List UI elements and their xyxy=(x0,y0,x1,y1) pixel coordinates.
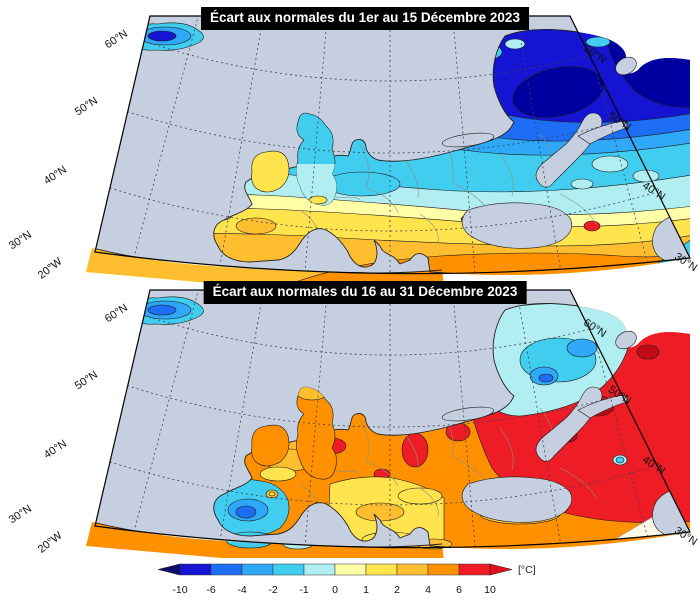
colorbar-right-arrow xyxy=(489,563,513,576)
colorbar-segment xyxy=(458,563,491,576)
svg-text:1: 1 xyxy=(363,584,369,596)
colorbar-segment xyxy=(210,563,243,576)
svg-text:2: 2 xyxy=(394,584,400,596)
svg-text:20°W: 20°W xyxy=(36,529,65,555)
black-sea xyxy=(461,476,573,523)
baltic-sea xyxy=(535,112,603,188)
map-border xyxy=(94,289,691,549)
svg-text:60°N: 60°N xyxy=(103,302,130,325)
colorbar-segment xyxy=(272,563,305,576)
svg-text:20°W: 20°W xyxy=(36,255,65,281)
svg-text:-1: -1 xyxy=(299,584,308,596)
svg-text:40°N: 40°N xyxy=(42,164,69,187)
baltic-sea xyxy=(535,386,603,462)
svg-text:6: 6 xyxy=(456,584,462,596)
ireland xyxy=(251,150,290,193)
colorbar-ticks: -10 -6 -4 -2 -1 0 1 2 4 6 10 xyxy=(172,584,496,596)
map-first-half-december: 60°N 50°N 40°N 30°N 60°N 50°N 40°N 30°N … xyxy=(7,15,699,285)
great-britain xyxy=(296,386,337,480)
svg-text:0: 0 xyxy=(332,584,338,596)
colorbar-unit-label: [°C] xyxy=(518,564,536,576)
colorbar-segment xyxy=(334,563,367,576)
svg-text:-4: -4 xyxy=(237,584,246,596)
colorbar: -10 -6 -4 -2 -1 0 1 2 4 6 10 [°C] xyxy=(157,563,536,596)
svg-text:30°N: 30°N xyxy=(672,251,699,274)
colorbar-left-arrow xyxy=(157,563,181,576)
svg-text:50°N: 50°N xyxy=(73,369,100,392)
colorbar-segment xyxy=(427,563,460,576)
svg-text:40°N: 40°N xyxy=(42,438,69,461)
svg-text:10: 10 xyxy=(484,584,496,596)
svg-text:4: 4 xyxy=(425,584,431,596)
map-border xyxy=(94,15,691,275)
colorbar-segment xyxy=(365,563,398,576)
map-title-first-half: Écart aux normales du 1er au 15 Décembre… xyxy=(201,7,529,30)
svg-text:30°N: 30°N xyxy=(7,503,34,526)
svg-text:50°N: 50°N xyxy=(73,95,100,118)
svg-text:-6: -6 xyxy=(206,584,215,596)
svg-text:30°N: 30°N xyxy=(7,229,34,252)
colorbar-segment xyxy=(179,563,212,576)
ireland xyxy=(251,424,290,467)
seas xyxy=(441,56,690,265)
colorbar-segment xyxy=(303,563,336,576)
svg-text:30°N: 30°N xyxy=(672,525,699,548)
map-second-half-december: 60°N 50°N 40°N 30°N 60°N 50°N 40°N 30°N … xyxy=(7,289,699,558)
svg-text:-2: -2 xyxy=(268,584,277,596)
colorbar-segment xyxy=(396,563,429,576)
svg-text:60°N: 60°N xyxy=(103,28,130,51)
black-sea xyxy=(461,202,573,249)
svg-text:-10: -10 xyxy=(172,584,187,596)
map-title-second-half: Écart aux normales du 16 au 31 Décembre … xyxy=(203,281,527,304)
seas xyxy=(441,330,690,539)
colorbar-segment xyxy=(241,563,274,576)
